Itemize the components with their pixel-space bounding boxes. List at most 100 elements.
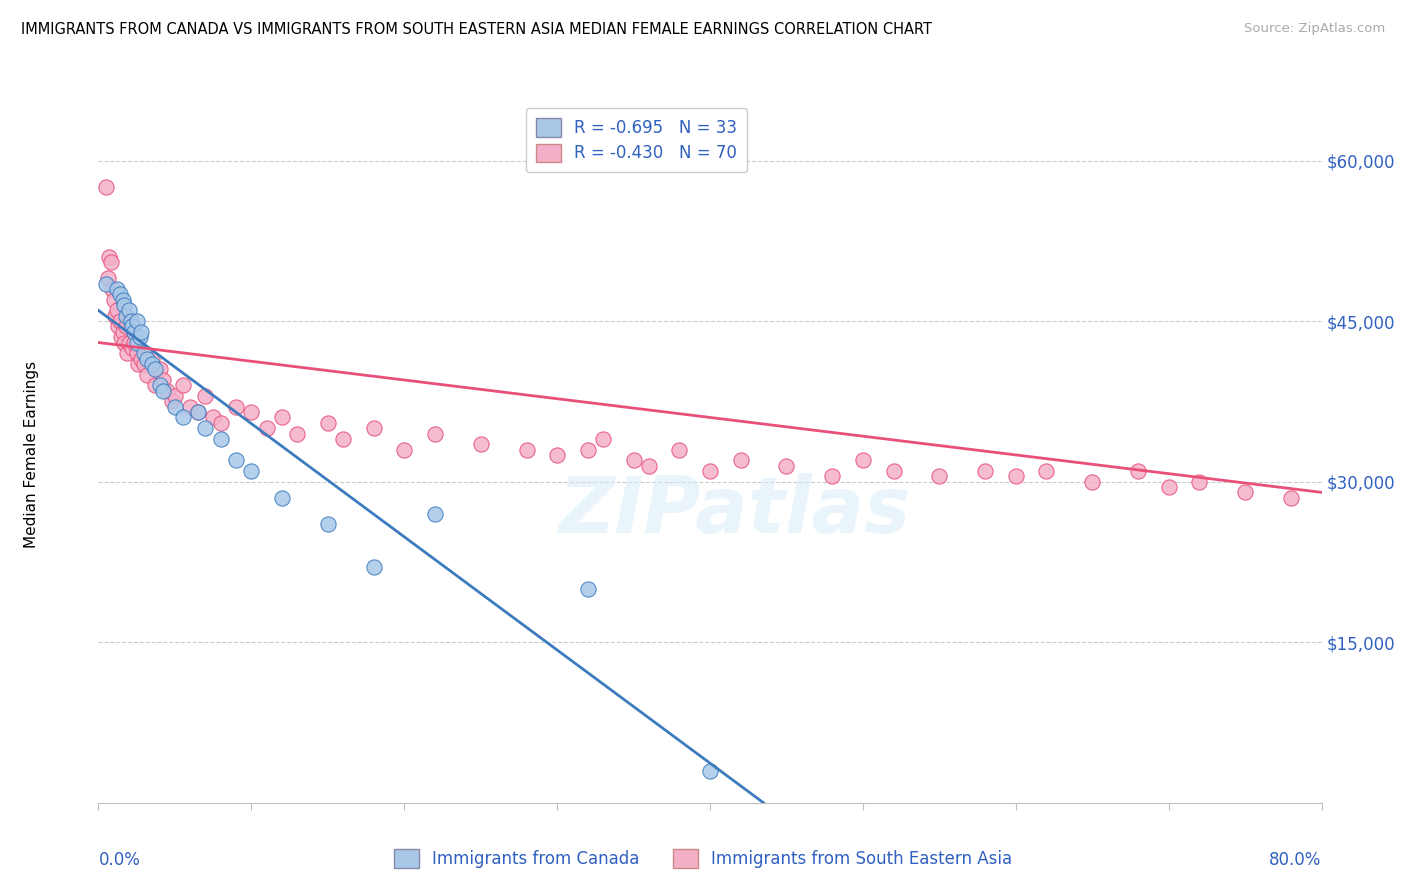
Point xyxy=(928,469,950,483)
Point xyxy=(592,432,614,446)
Point xyxy=(121,341,143,355)
Point xyxy=(136,368,159,382)
Point xyxy=(668,442,690,457)
Point xyxy=(637,458,661,473)
Point xyxy=(97,271,120,285)
Point xyxy=(100,255,122,269)
Point xyxy=(152,384,174,398)
Point xyxy=(1234,485,1257,500)
Point xyxy=(576,582,599,596)
Legend: Immigrants from Canada, Immigrants from South Eastern Asia: Immigrants from Canada, Immigrants from … xyxy=(387,843,1019,875)
Point xyxy=(141,357,163,371)
Point xyxy=(194,421,217,435)
Point xyxy=(108,314,131,328)
Point xyxy=(194,389,217,403)
Point xyxy=(775,458,797,473)
Point xyxy=(110,330,132,344)
Point xyxy=(187,405,209,419)
Point xyxy=(94,277,117,291)
Point xyxy=(1004,469,1026,483)
Point xyxy=(129,351,152,366)
Point xyxy=(699,764,721,778)
Text: Source: ZipAtlas.com: Source: ZipAtlas.com xyxy=(1244,22,1385,36)
Point xyxy=(118,335,141,350)
Point xyxy=(115,309,138,323)
Point xyxy=(179,400,201,414)
Point xyxy=(623,453,645,467)
Point xyxy=(111,293,134,307)
Text: IMMIGRANTS FROM CANADA VS IMMIGRANTS FROM SOUTH EASTERN ASIA MEDIAN FEMALE EARNI: IMMIGRANTS FROM CANADA VS IMMIGRANTS FRO… xyxy=(21,22,932,37)
Point xyxy=(108,287,131,301)
Point xyxy=(112,335,135,350)
Point xyxy=(240,405,263,419)
Point xyxy=(105,282,128,296)
Point xyxy=(392,442,416,457)
Point xyxy=(125,314,148,328)
Point xyxy=(363,421,385,435)
Point xyxy=(316,517,339,532)
Point xyxy=(202,410,225,425)
Point xyxy=(101,282,124,296)
Point xyxy=(270,410,292,425)
Point xyxy=(134,357,156,371)
Point xyxy=(316,416,339,430)
Point xyxy=(546,448,568,462)
Point xyxy=(129,325,152,339)
Point xyxy=(98,250,121,264)
Point xyxy=(120,314,142,328)
Point xyxy=(256,421,278,435)
Point xyxy=(149,378,172,392)
Point xyxy=(115,319,138,334)
Point xyxy=(821,469,844,483)
Text: 80.0%: 80.0% xyxy=(1270,851,1322,869)
Point xyxy=(136,351,159,366)
Point xyxy=(209,432,232,446)
Point xyxy=(121,319,143,334)
Legend: R = -0.695   N = 33, R = -0.430   N = 70: R = -0.695 N = 33, R = -0.430 N = 70 xyxy=(526,109,748,172)
Point xyxy=(270,491,292,505)
Point xyxy=(172,378,194,392)
Point xyxy=(125,346,148,360)
Point xyxy=(118,303,141,318)
Point xyxy=(111,325,134,339)
Text: Median Female Earnings: Median Female Earnings xyxy=(24,361,38,549)
Point xyxy=(117,346,139,360)
Point xyxy=(974,464,997,478)
Point xyxy=(423,426,446,441)
Point xyxy=(152,373,174,387)
Point xyxy=(1035,464,1057,478)
Point xyxy=(127,357,149,371)
Point xyxy=(209,416,232,430)
Point xyxy=(852,453,875,467)
Point xyxy=(149,362,172,376)
Point xyxy=(128,330,150,344)
Point xyxy=(134,346,156,360)
Point xyxy=(516,442,538,457)
Point xyxy=(1188,475,1211,489)
Point xyxy=(1157,480,1180,494)
Text: ZIPatlas: ZIPatlas xyxy=(558,473,911,549)
Point xyxy=(156,384,179,398)
Point xyxy=(883,464,905,478)
Point xyxy=(163,389,186,403)
Point xyxy=(576,442,599,457)
Point xyxy=(143,362,166,376)
Point xyxy=(107,319,129,334)
Point xyxy=(172,410,194,425)
Point xyxy=(105,303,128,318)
Point xyxy=(699,464,721,478)
Point xyxy=(160,394,183,409)
Point xyxy=(225,453,247,467)
Point xyxy=(363,560,385,574)
Point xyxy=(332,432,354,446)
Point xyxy=(240,464,263,478)
Point xyxy=(423,507,446,521)
Point xyxy=(141,351,163,366)
Point xyxy=(122,335,145,350)
Point xyxy=(187,405,209,419)
Point xyxy=(285,426,308,441)
Point xyxy=(104,309,127,323)
Point xyxy=(1128,464,1150,478)
Point xyxy=(94,180,117,194)
Point xyxy=(163,400,186,414)
